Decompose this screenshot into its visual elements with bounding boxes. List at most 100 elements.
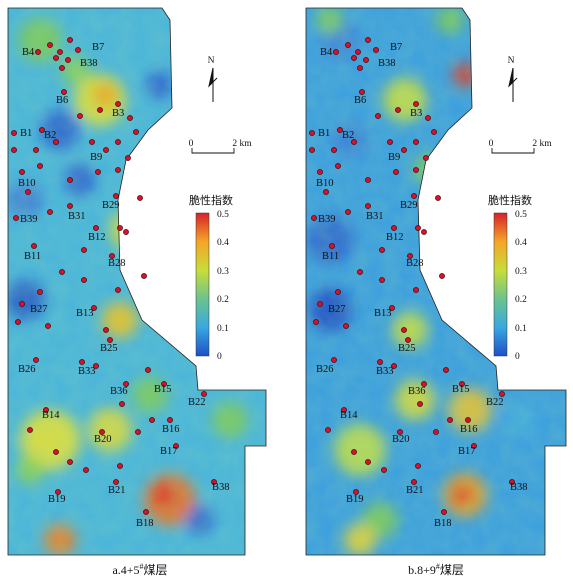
well-marker [431, 129, 437, 135]
legend-title: 脆性指数 [189, 193, 233, 207]
well-marker [331, 357, 337, 363]
well-marker [397, 429, 403, 435]
well-marker [119, 401, 125, 407]
well-marker [27, 427, 33, 433]
well-label: B2 [44, 130, 56, 141]
well-marker [345, 42, 351, 48]
well-marker [389, 305, 395, 311]
well-label: B12 [386, 232, 404, 243]
well-marker [145, 367, 151, 373]
well-marker [173, 443, 179, 449]
well-label: B2 [342, 130, 354, 141]
well-marker [135, 429, 141, 435]
well-marker [365, 203, 371, 209]
well-marker [99, 429, 105, 435]
well-label: B18 [434, 518, 452, 529]
well-marker [53, 139, 59, 145]
well-label: B13 [76, 308, 94, 319]
well-label: B25 [100, 343, 118, 354]
well-marker [335, 163, 341, 169]
well-marker [379, 247, 385, 253]
well-label: B17 [160, 446, 178, 457]
svg-text:a.4+5#煤层: a.4+5#煤层 [112, 562, 167, 577]
well-marker [19, 301, 25, 307]
well-label: B20 [392, 434, 410, 445]
well-marker [47, 209, 53, 215]
well-label: B14 [340, 410, 358, 421]
colorbar [493, 212, 508, 357]
well-marker [341, 407, 347, 413]
well-marker [115, 167, 121, 173]
well-marker [391, 363, 397, 369]
well-marker [331, 147, 337, 153]
well-label: B1 [20, 128, 32, 139]
well-marker [459, 381, 465, 387]
well-marker [127, 115, 133, 121]
well-marker [77, 113, 83, 119]
well-marker [377, 359, 383, 365]
well-label: B19 [346, 494, 364, 505]
well-marker [93, 363, 99, 369]
well-marker [45, 323, 51, 329]
caption-a: a.4+5#煤层 [112, 562, 167, 577]
well-marker [417, 401, 423, 407]
well-marker [117, 225, 123, 231]
well-marker [353, 489, 359, 495]
well-marker [67, 203, 73, 209]
well-marker [365, 37, 371, 43]
well-marker [15, 319, 21, 325]
well-label: B10 [316, 178, 334, 189]
well-label: B13 [374, 308, 392, 319]
well-label: B36 [408, 386, 426, 397]
well-marker [167, 417, 173, 423]
well-marker [97, 107, 103, 113]
well-marker [337, 127, 343, 133]
svg-text:N: N [208, 56, 215, 66]
well-marker [67, 37, 73, 43]
svg-text:2 km: 2 km [532, 139, 552, 149]
well-marker [401, 147, 407, 153]
well-marker [89, 139, 95, 145]
north-arrow-icon: N [208, 56, 218, 102]
well-marker [355, 49, 361, 55]
well-marker [439, 273, 445, 279]
well-marker [309, 130, 315, 136]
well-label: B28 [406, 258, 424, 269]
well-marker [37, 163, 43, 169]
well-marker [325, 427, 331, 433]
well-label: B31 [68, 211, 86, 222]
well-marker [91, 305, 97, 311]
well-label: B6 [354, 95, 366, 106]
well-label: B26 [316, 364, 334, 375]
well-label: B16 [162, 424, 180, 435]
well-marker [413, 287, 419, 293]
well-marker [95, 169, 101, 175]
well-label: B16 [460, 424, 478, 435]
well-marker [57, 49, 63, 55]
well-label: B12 [88, 232, 106, 243]
well-label: B22 [486, 397, 504, 408]
well-marker [313, 319, 319, 325]
well-marker [373, 47, 379, 53]
well-marker [123, 229, 129, 235]
well-marker [411, 479, 417, 485]
well-marker [499, 391, 505, 397]
well-marker [109, 253, 115, 259]
legend-b: 脆性指数 0.5 0.4 0.3 0.2 0.1 0 [488, 193, 532, 362]
well-marker [393, 169, 399, 175]
well-label: B3 [112, 108, 124, 119]
well-marker [375, 113, 381, 119]
well-marker [67, 459, 73, 465]
well-marker [351, 449, 357, 455]
well-marker [421, 229, 427, 235]
well-marker [53, 55, 59, 61]
well-marker [113, 479, 119, 485]
svg-text:0.4: 0.4 [515, 238, 527, 248]
well-marker [365, 459, 371, 465]
well-marker [357, 269, 363, 275]
well-marker [433, 429, 439, 435]
well-label: B6 [56, 95, 68, 106]
well-marker [13, 215, 19, 221]
caption-b: b.8+9#煤层 [408, 562, 464, 577]
